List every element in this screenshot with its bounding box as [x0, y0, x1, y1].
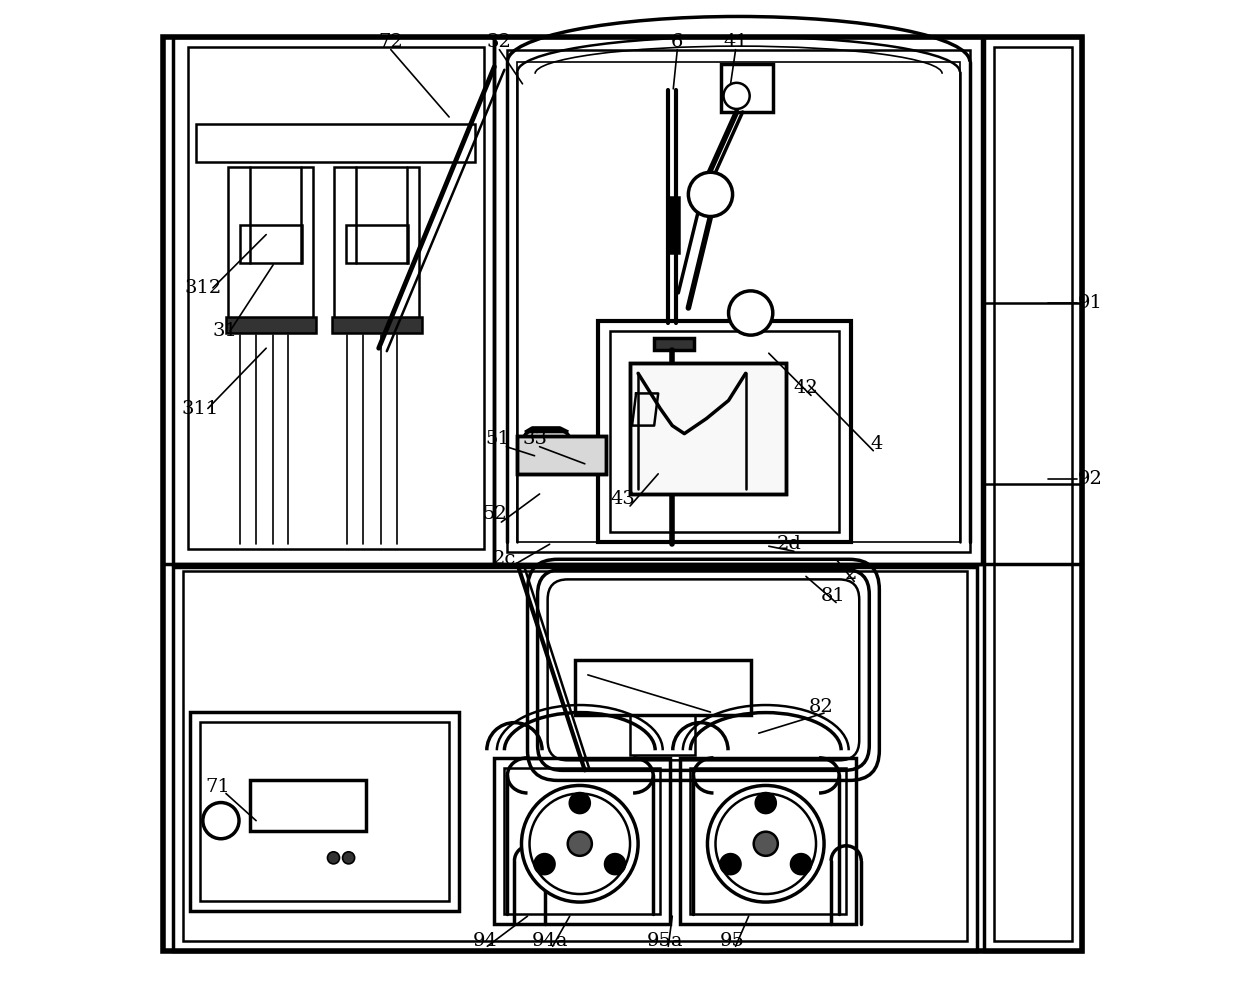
Bar	[630, 363, 786, 494]
Text: 52: 52	[482, 505, 507, 523]
Bar	[691, 768, 846, 914]
Bar	[655, 338, 694, 350]
Circle shape	[522, 785, 639, 902]
Text: 4: 4	[870, 434, 883, 453]
Bar	[196, 124, 475, 162]
Bar	[630, 363, 786, 494]
Text: 6: 6	[671, 32, 683, 50]
Circle shape	[755, 793, 776, 813]
Bar	[228, 167, 314, 323]
Bar	[720, 64, 773, 112]
Bar	[575, 660, 750, 715]
Bar	[187, 46, 485, 549]
Bar	[740, 301, 760, 331]
Bar	[630, 715, 696, 755]
Text: 94a: 94a	[532, 932, 568, 951]
Bar	[667, 373, 677, 385]
Bar	[495, 36, 982, 564]
Circle shape	[791, 854, 811, 874]
Text: 33: 33	[522, 429, 547, 448]
Text: 91: 91	[1078, 294, 1102, 311]
Text: 81: 81	[821, 588, 846, 606]
Bar	[334, 167, 419, 323]
Text: 71: 71	[206, 778, 231, 796]
Bar	[667, 198, 680, 253]
Bar	[200, 722, 449, 901]
Bar	[517, 435, 606, 474]
Bar	[172, 36, 495, 564]
Text: 31: 31	[212, 323, 237, 340]
Bar	[505, 768, 660, 914]
Text: 2: 2	[844, 565, 857, 584]
Text: 95: 95	[720, 932, 745, 951]
Circle shape	[754, 832, 777, 856]
Bar	[190, 712, 459, 911]
Bar	[346, 225, 408, 263]
Bar	[681, 758, 857, 924]
Text: 311: 311	[181, 399, 218, 417]
Text: 82: 82	[808, 699, 833, 716]
Text: 51: 51	[485, 429, 510, 448]
Bar	[598, 322, 851, 542]
Text: 32: 32	[487, 32, 512, 50]
Circle shape	[720, 854, 740, 874]
Text: 72: 72	[378, 32, 403, 50]
Text: 2c: 2c	[492, 550, 516, 569]
Circle shape	[529, 793, 630, 894]
Text: 94: 94	[472, 932, 497, 951]
Circle shape	[327, 852, 340, 864]
Text: 92: 92	[1078, 470, 1102, 488]
Circle shape	[715, 793, 816, 894]
Bar	[250, 780, 366, 831]
Circle shape	[688, 172, 733, 217]
Circle shape	[203, 802, 239, 839]
Circle shape	[568, 832, 591, 856]
Circle shape	[569, 793, 590, 813]
Text: 43: 43	[610, 490, 635, 508]
Bar	[983, 36, 1083, 952]
Circle shape	[605, 854, 625, 874]
Bar	[182, 572, 967, 941]
Circle shape	[708, 785, 825, 902]
Bar	[241, 225, 303, 263]
Text: 41: 41	[723, 32, 748, 50]
Bar	[495, 758, 671, 924]
Text: 2d: 2d	[776, 535, 801, 553]
Bar	[172, 568, 977, 952]
Text: 42: 42	[794, 379, 818, 397]
Bar	[610, 331, 839, 532]
Text: 95a: 95a	[647, 932, 683, 951]
Bar	[517, 61, 960, 542]
Bar	[575, 660, 750, 715]
Bar	[507, 49, 970, 552]
Circle shape	[729, 291, 773, 335]
Bar	[994, 46, 1073, 941]
Text: 312: 312	[185, 279, 222, 297]
Bar	[226, 318, 316, 333]
Bar	[331, 318, 422, 333]
Circle shape	[534, 854, 554, 874]
Circle shape	[342, 852, 355, 864]
Bar	[517, 435, 606, 474]
Circle shape	[723, 83, 750, 109]
